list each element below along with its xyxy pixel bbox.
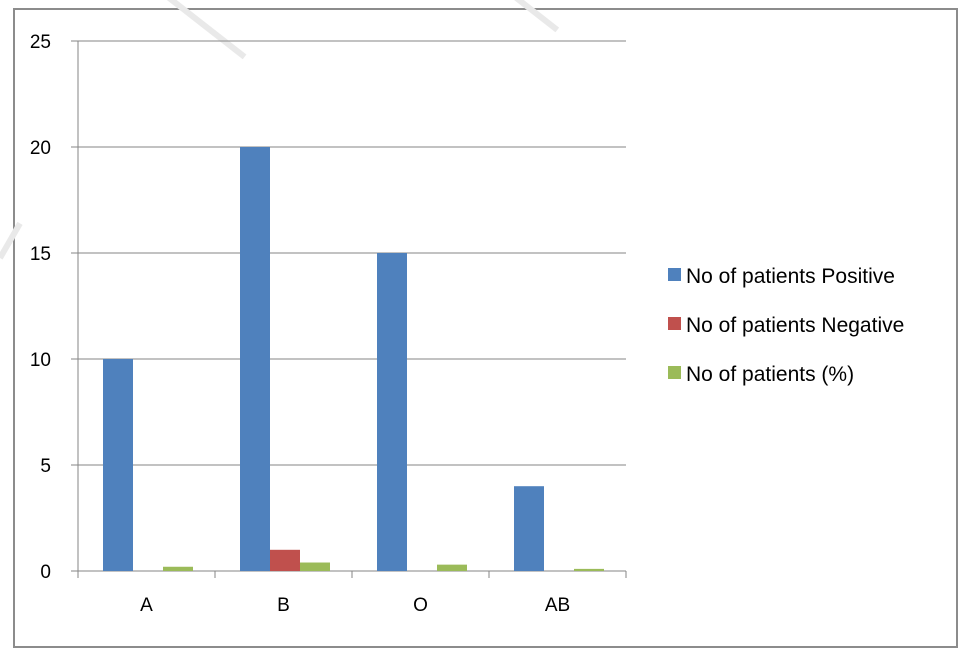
legend-swatch [668,366,681,379]
bar-o-series-1 [377,253,407,571]
x-tick-label: O [413,595,428,616]
chart-frame [13,8,958,648]
gridlines [78,40,626,466]
legend-swatch [668,317,681,330]
bars [103,147,604,571]
y-tick-label: 0 [40,562,51,583]
x-tick-label: B [277,595,290,616]
y-tick-label: 25 [30,32,51,53]
bar-a-series-3 [163,566,193,571]
bar-b-series-2 [270,549,300,571]
bar-b-series-1 [240,147,270,571]
x-tick-label: A [140,595,153,616]
legend: No of patients Positive No of patients Ne… [668,265,904,386]
bar-a-series-1 [103,359,133,571]
y-tick-label: 10 [30,350,51,371]
bar-o-series-3 [437,564,467,571]
legend-label: No of patients Positive [686,265,895,288]
legend-label: No of patients Negative [686,314,904,337]
bar-ab-series-1 [514,486,544,571]
legend-label: No of patients (%) [686,363,854,386]
bar-b-series-3 [300,562,330,571]
legend-swatch [668,268,681,281]
x-tick-label: AB [545,595,570,616]
y-tick-label: 15 [30,244,51,265]
y-tick-label: 20 [30,138,51,159]
y-tick-label: 5 [40,456,51,477]
bar-ab-series-3 [574,568,604,571]
